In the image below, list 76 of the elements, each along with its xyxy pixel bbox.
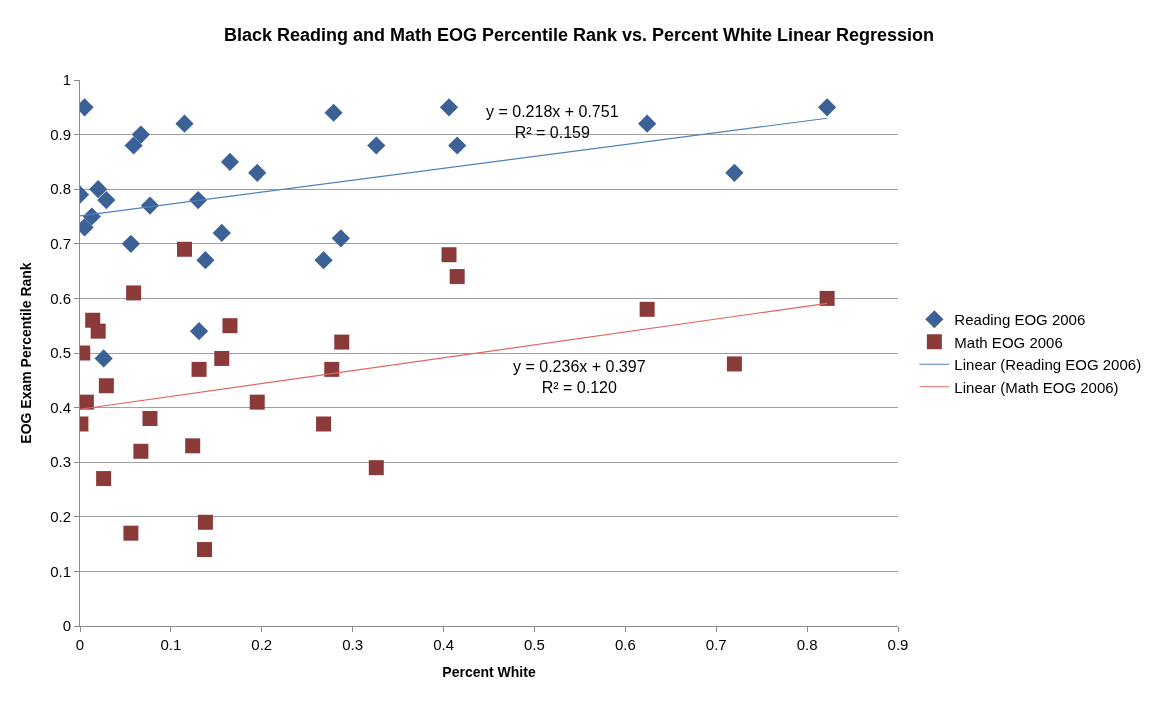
point	[131, 125, 150, 144]
point	[249, 394, 265, 410]
point	[126, 285, 142, 301]
point	[196, 251, 215, 270]
x-tick-label: 0.9	[887, 636, 909, 653]
point	[819, 290, 835, 306]
point	[94, 349, 113, 368]
point	[324, 361, 340, 377]
x-tick-label: 0.8	[796, 636, 818, 653]
point	[448, 136, 467, 155]
x-tick-label: 0.5	[524, 636, 545, 653]
point	[177, 241, 193, 257]
point	[314, 251, 333, 270]
point	[725, 163, 744, 182]
point	[189, 322, 209, 341]
point	[331, 229, 350, 248]
annotation: y = 0.236x + 0.397 R² = 0.120	[513, 358, 646, 396]
x-tick-label: 0.7	[705, 636, 727, 653]
point	[197, 514, 213, 530]
y-tick-label: 0.8	[50, 180, 71, 198]
point	[124, 136, 143, 155]
point	[175, 114, 194, 133]
x-axis-title: Percent White	[442, 664, 536, 681]
point	[441, 247, 457, 263]
x-tick-label: 0.1	[160, 636, 182, 653]
point	[367, 136, 386, 155]
point	[185, 438, 201, 454]
point	[191, 361, 207, 377]
y-tick-label: 0	[62, 617, 71, 635]
point	[214, 350, 230, 366]
legend-label: Reading EOG 2006	[954, 311, 1086, 329]
point	[222, 318, 238, 334]
point	[123, 525, 139, 541]
point	[96, 471, 112, 487]
point	[142, 411, 158, 427]
point	[212, 223, 231, 242]
x-tick-label: 0.4	[433, 636, 454, 653]
point	[89, 180, 108, 199]
point	[324, 103, 343, 122]
point	[818, 98, 837, 117]
point	[220, 152, 240, 171]
point	[80, 394, 94, 410]
x-tick-label: 0	[75, 636, 85, 653]
point	[726, 356, 742, 372]
point	[197, 542, 213, 558]
chart-title: Black Reading and Math EOG Percentile Rank vs. Percent White Linear Regression	[223, 24, 935, 45]
x-tick-label: 0.6	[614, 636, 636, 653]
point	[439, 98, 459, 117]
y-tick-label: 0.1	[50, 562, 71, 580]
point	[638, 114, 657, 133]
y-tick-label: 0.3	[50, 453, 71, 471]
point	[121, 234, 140, 253]
y-tick-label: 0.6	[50, 289, 71, 307]
x-tick-label: 0.2	[251, 636, 273, 653]
point	[334, 334, 350, 350]
x-tick-label: 0.3	[342, 636, 364, 653]
y-tick-label: 0.7	[50, 235, 71, 253]
point	[368, 460, 384, 476]
point	[98, 378, 114, 394]
legend-label: Math EOG 2006	[954, 333, 1063, 351]
point	[316, 416, 332, 432]
point	[90, 323, 106, 339]
point	[248, 163, 267, 182]
y-tick-label: 0.9	[50, 125, 71, 143]
y-axis-title: EOG Exam Percentile Rank	[17, 262, 34, 444]
y-tick-label: 0.2	[50, 508, 71, 526]
point	[133, 443, 149, 459]
y-tick-label: 1	[62, 71, 71, 89]
y-tick-label: 0.4	[50, 398, 71, 416]
y-tick-label: 0.5	[50, 344, 71, 362]
legend-label: Linear (Reading EOG 2006)	[954, 356, 1142, 374]
point	[639, 301, 655, 317]
legend-label: Linear (Math EOG 2006)	[954, 378, 1119, 396]
annotation: y = 0.218x + 0.751 R² = 0.159	[486, 103, 619, 141]
point	[449, 269, 465, 285]
point	[97, 191, 116, 210]
